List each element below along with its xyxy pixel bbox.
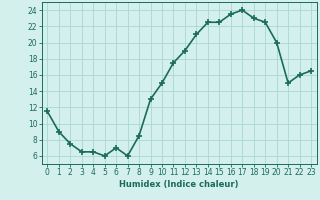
- X-axis label: Humidex (Indice chaleur): Humidex (Indice chaleur): [119, 180, 239, 189]
